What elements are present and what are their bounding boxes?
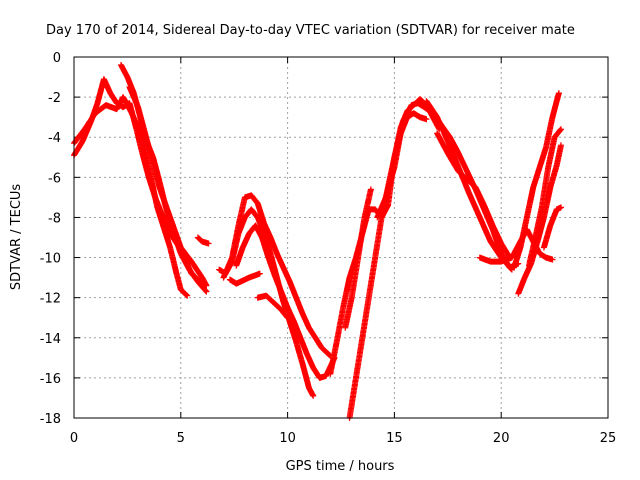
series-track-7 xyxy=(220,192,334,359)
x-tick-label: 25 xyxy=(600,431,617,446)
plot-frame xyxy=(73,56,609,419)
series-track-11 xyxy=(327,96,443,377)
y-tick-label: 0 xyxy=(53,51,61,66)
series-track-8 xyxy=(233,222,338,381)
series-track-21 xyxy=(540,204,564,251)
x-tick-labels: 0 5 10 15 20 25 xyxy=(70,431,616,446)
y-tick-label: -12 xyxy=(40,292,61,307)
series-track-9 xyxy=(226,270,263,287)
x-tick-label: 15 xyxy=(386,431,403,446)
x-tick-label: 5 xyxy=(177,431,185,446)
series-track-10 xyxy=(254,292,291,321)
y-axis-label: SDTVAR / TECUs xyxy=(9,184,24,291)
data-marks xyxy=(71,62,564,421)
y-tick-label: -4 xyxy=(48,131,61,146)
series-track-13 xyxy=(342,186,374,331)
grid xyxy=(74,57,608,418)
x-tick-label: 20 xyxy=(493,431,510,446)
x-axis-label: GPS time / hours xyxy=(286,459,395,474)
series-track-5 xyxy=(194,234,212,247)
series-track-4 xyxy=(126,84,210,289)
series-track-20 xyxy=(526,126,564,269)
y-tick-label: -16 xyxy=(40,372,61,387)
y-tick-label: -18 xyxy=(40,412,61,427)
chart-title: Day 170 of 2014, Sidereal Day-to-day VTE… xyxy=(46,23,575,38)
x-tick-label: 0 xyxy=(70,431,78,446)
y-tick-labels: 0 -2 -4 -6 -8 -10 -12 -14 -16 -18 xyxy=(40,51,61,427)
x-tick-label: 10 xyxy=(279,431,296,446)
y-tick-label: -6 xyxy=(48,171,61,186)
y-tick-label: -14 xyxy=(40,332,61,347)
series-track-14 xyxy=(374,100,522,271)
series-track-16 xyxy=(434,130,513,261)
y-tick-label: -2 xyxy=(48,91,61,106)
y-tick-label: -8 xyxy=(48,211,61,226)
series-track-18 xyxy=(511,90,562,271)
y-tick-label: -10 xyxy=(40,252,61,267)
